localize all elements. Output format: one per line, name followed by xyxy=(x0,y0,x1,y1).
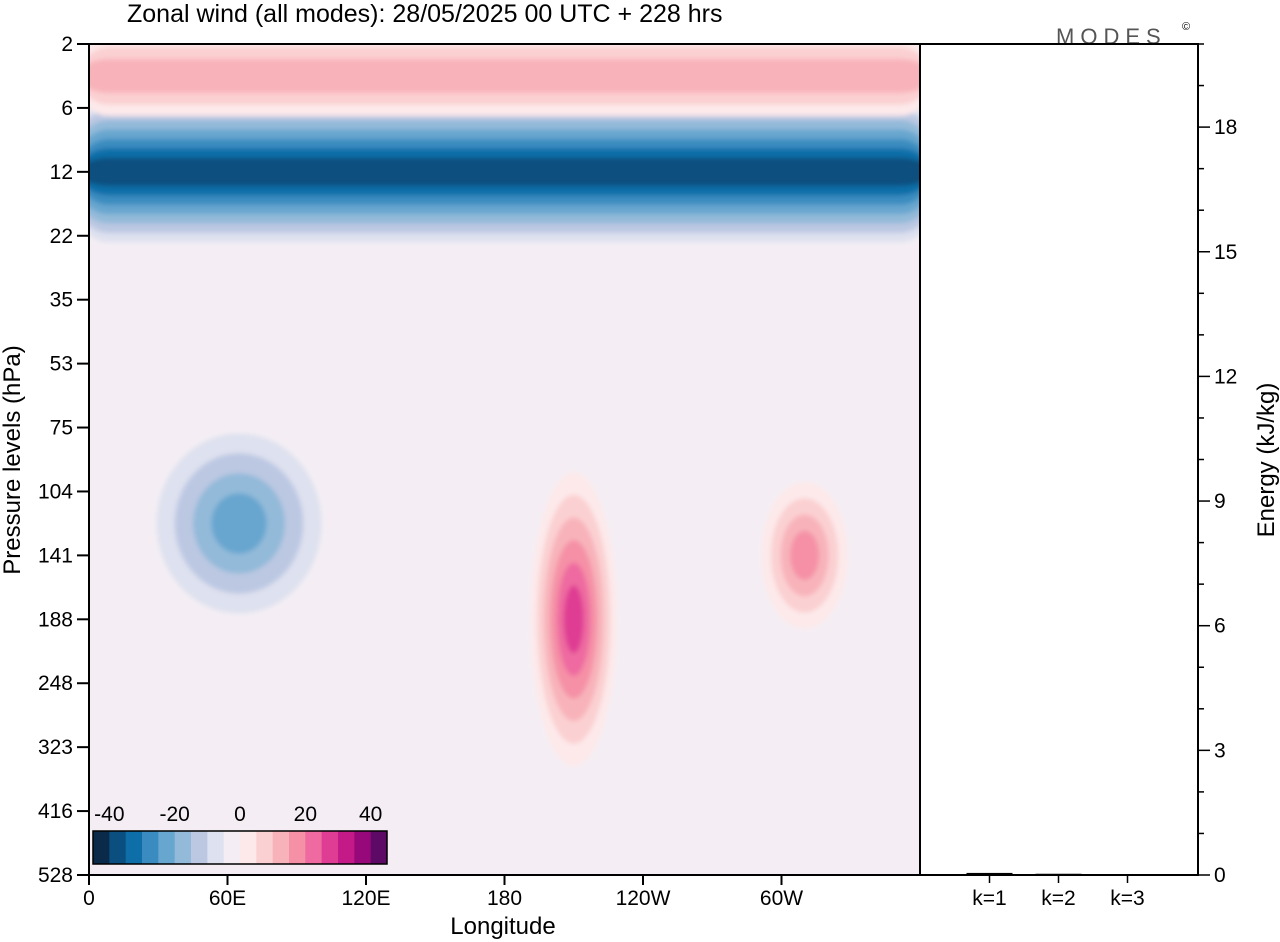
colorbar-tick-label: 20 xyxy=(294,803,317,826)
x-tick-label: 120E xyxy=(341,887,390,910)
y-tick-label: 6 xyxy=(61,97,73,120)
energy-y-tick-label: 6 xyxy=(1214,615,1226,638)
colorbar-swatch xyxy=(370,831,388,864)
energy-y-tick-label: 9 xyxy=(1214,490,1226,513)
x-tick-label: 180 xyxy=(487,887,522,910)
colorbar-swatch xyxy=(109,831,127,864)
colorbar-tick-label: -20 xyxy=(159,803,189,826)
x-tick-label: 60E xyxy=(209,887,246,910)
energy-bars: k=1 k=2 k=3 xyxy=(966,872,1151,910)
y-tick-label: 35 xyxy=(50,289,73,312)
colorbar-swatch xyxy=(338,831,355,864)
colorbar-swatch xyxy=(256,831,274,864)
y-axis-label: Pressure levels (hPa) xyxy=(0,345,26,574)
x-tick-label: 0 xyxy=(83,887,95,910)
energy-panel-frame xyxy=(919,43,1199,876)
y-tick-label: 141 xyxy=(38,544,73,567)
y-tick-label: 12 xyxy=(50,161,73,184)
colorbar-swatch xyxy=(272,831,290,864)
energy-bar xyxy=(1035,873,1082,876)
colorbar-swatch xyxy=(354,831,372,864)
y-tick-label: 75 xyxy=(50,417,73,440)
y-tick-label: 188 xyxy=(38,608,73,631)
colorbar-swatch xyxy=(93,831,110,864)
colorbar-swatch xyxy=(174,831,192,864)
wind-contour-band xyxy=(563,585,584,654)
colorbar-swatch xyxy=(158,831,176,864)
energy-y-tick-label: 15 xyxy=(1214,241,1237,264)
chart-title: Zonal wind (all modes): 28/05/2025 00 UT… xyxy=(127,0,722,28)
heatmap-axes: 2 6 12 22 35 53 75 104 141 188 248 323 416 528 0 60E 120… xyxy=(38,33,803,910)
energy-y-tick-label: 12 xyxy=(1214,365,1237,388)
energy-axis-label: Energy (kJ/kg) xyxy=(1253,383,1280,538)
x-tick-label: 120W xyxy=(616,887,671,910)
colorbar-swatch xyxy=(125,831,143,864)
energy-y-tick-label: 0 xyxy=(1214,864,1226,887)
colorbar-swatch xyxy=(321,831,339,864)
colorbar-swatch xyxy=(240,831,257,864)
y-tick-label: 416 xyxy=(38,800,73,823)
colorbar-frame xyxy=(92,830,388,865)
y-tick-label: 53 xyxy=(50,353,73,376)
wind-contours xyxy=(89,44,920,767)
colorbar-swatch xyxy=(289,831,306,864)
brand-mark: © xyxy=(1182,21,1190,33)
colorbar-tick-label: 40 xyxy=(359,803,382,826)
energy-x-tick-label: k=1 xyxy=(972,887,1006,910)
colorbar-tick-label: 0 xyxy=(234,803,246,826)
energy-bar xyxy=(1104,874,1151,876)
wind-contour-band xyxy=(211,493,267,554)
colorbar-swatch xyxy=(191,831,208,864)
colorbar: -40 -20 0 20 40 xyxy=(92,803,388,865)
energy-y-tick-label: 18 xyxy=(1214,116,1237,139)
y-tick-label: 22 xyxy=(50,225,73,248)
x-tick-label: 60W xyxy=(760,887,803,910)
y-tick-label: 528 xyxy=(38,864,73,887)
y-tick-label: 248 xyxy=(38,672,73,695)
energy-axes: 0 3 6 9 12 15 18 xyxy=(1198,43,1237,887)
colorbar-swatch xyxy=(305,831,323,864)
energy-x-tick-label: k=2 xyxy=(1041,887,1075,910)
y-tick-label: 104 xyxy=(38,480,73,503)
x-axis-label: Longitude xyxy=(450,913,555,940)
colorbar-swatch xyxy=(223,831,241,864)
energy-y-tick-label: 3 xyxy=(1214,739,1226,762)
y-tick-label: 323 xyxy=(38,736,73,759)
colorbar-tick-label: -40 xyxy=(94,803,124,826)
wind-contour-band xyxy=(89,157,920,186)
energy-bar xyxy=(966,872,1013,875)
colorbar-swatch xyxy=(142,831,159,864)
energy-x-tick-label: k=3 xyxy=(1110,887,1144,910)
heatmap-field xyxy=(89,44,920,875)
colorbar-swatch xyxy=(207,831,225,864)
y-tick-label: 2 xyxy=(61,33,73,56)
wind-contour-band xyxy=(790,530,820,580)
wind-contour-band xyxy=(89,58,920,94)
